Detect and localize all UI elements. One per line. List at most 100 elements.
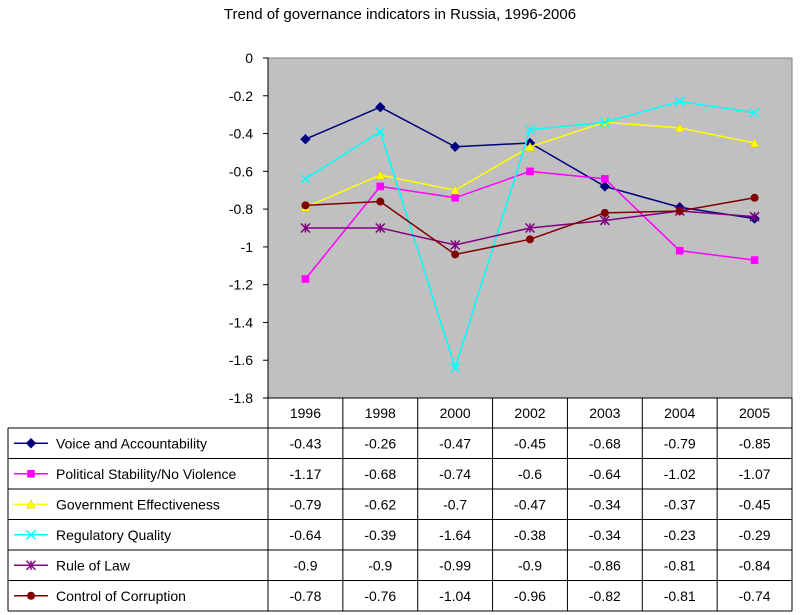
data-point (526, 167, 534, 176)
data-point (674, 96, 685, 107)
data-point (600, 208, 609, 217)
data-point (674, 123, 685, 133)
data-point (450, 362, 461, 373)
table-value: -0.82 (589, 588, 621, 604)
data-point (375, 170, 386, 180)
data-point (749, 107, 760, 118)
data-point (599, 181, 611, 192)
y-tick-label: -1.8 (229, 390, 253, 406)
data-point (300, 173, 311, 184)
table-value: -0.64 (589, 466, 621, 482)
data-point (301, 201, 310, 210)
table-value: -0.79 (289, 496, 321, 512)
table-value: -0.26 (364, 435, 396, 451)
x-category-label: 1996 (290, 405, 321, 421)
y-tick-label: -0.2 (229, 88, 253, 104)
table-value: -0.7 (443, 496, 467, 512)
y-tick-label: -0.6 (229, 163, 253, 179)
table-value: -0.64 (289, 527, 321, 543)
legend-label: Regulatory Quality (56, 527, 171, 543)
table-value: -0.9 (368, 557, 392, 573)
data-point (524, 124, 536, 135)
x-category-label: 2000 (440, 405, 471, 421)
table-value: -0.76 (364, 588, 396, 604)
table-value: -0.6 (518, 466, 542, 482)
y-tick-label: 0 (245, 50, 253, 66)
table-value: -0.39 (364, 527, 396, 543)
table-value: -0.45 (514, 435, 546, 451)
data-point (601, 175, 609, 183)
x-category-label: 2004 (664, 405, 695, 421)
y-tick-label: -1.4 (229, 314, 253, 330)
table-value: -0.62 (364, 496, 396, 512)
x-category-label: 2005 (739, 405, 770, 421)
table-value: -0.84 (739, 557, 771, 573)
table-value: -0.86 (589, 557, 621, 573)
data-point (525, 141, 535, 151)
data-point (27, 591, 35, 600)
table-value: -0.43 (289, 435, 321, 451)
table-value: -0.81 (664, 588, 696, 604)
table-value: -0.85 (739, 435, 771, 451)
table-value: -0.23 (664, 527, 696, 543)
table-value: -1.64 (439, 527, 471, 543)
data-point (750, 256, 759, 264)
table-value: -0.34 (589, 496, 621, 512)
table-value: -0.34 (589, 527, 621, 543)
legend-label: Rule of Law (56, 557, 131, 573)
table-value: -0.38 (514, 527, 546, 543)
table-value: -1.02 (664, 466, 696, 482)
table-value: -0.9 (518, 557, 542, 573)
data-point (375, 126, 386, 137)
table-value: -1.17 (289, 466, 321, 482)
table-value: -0.79 (664, 435, 696, 451)
data-point (451, 193, 459, 202)
data-point (749, 138, 760, 148)
data-point (375, 101, 386, 113)
y-tick-label: -0.8 (229, 201, 253, 217)
table-value: -1.04 (439, 588, 471, 604)
table-value: -0.68 (364, 466, 396, 482)
x-category-label: 2003 (589, 405, 620, 421)
table-value: -0.47 (439, 435, 471, 451)
x-category-label: 1998 (365, 405, 396, 421)
legend-label: Government Effectiveness (56, 496, 220, 512)
data-point (675, 207, 684, 215)
table-value: -1.07 (739, 466, 771, 482)
data-point (451, 250, 460, 259)
data-point (376, 182, 385, 191)
data-point (301, 275, 310, 283)
chart-title: Trend of governance indicators in Russia… (223, 6, 577, 23)
series-group (301, 193, 759, 259)
table-value: -0.68 (589, 435, 621, 451)
table-value: -0.74 (739, 588, 771, 604)
table-value: -0.78 (289, 588, 321, 604)
table-value: -0.81 (664, 557, 696, 573)
legend-label: Voice and Accountability (56, 435, 207, 451)
table-value: -0.96 (514, 588, 546, 604)
table-value: -0.9 (293, 557, 317, 573)
table-value: -0.45 (739, 496, 771, 512)
y-tick-label: -1.6 (229, 352, 253, 368)
data-point (449, 141, 461, 152)
series-group (301, 167, 759, 283)
legend-label: Control of Corruption (56, 588, 186, 604)
y-tick-label: -1 (241, 239, 254, 255)
table-value: -0.37 (664, 496, 696, 512)
data-point (300, 134, 311, 145)
data-point (675, 246, 684, 255)
table-value: -0.47 (514, 496, 546, 512)
data-point (450, 185, 460, 195)
table-value: -0.74 (439, 466, 471, 482)
y-tick-label: -1.2 (229, 277, 253, 293)
y-tick-label: -0.4 (229, 126, 253, 142)
data-point (376, 197, 385, 206)
series-group (300, 96, 760, 373)
data-point (599, 117, 610, 128)
table-value: -0.99 (439, 557, 471, 573)
x-category-label: 2002 (514, 405, 545, 421)
data-point (526, 235, 534, 244)
table-value: -0.29 (739, 527, 771, 543)
data-point (750, 193, 759, 202)
